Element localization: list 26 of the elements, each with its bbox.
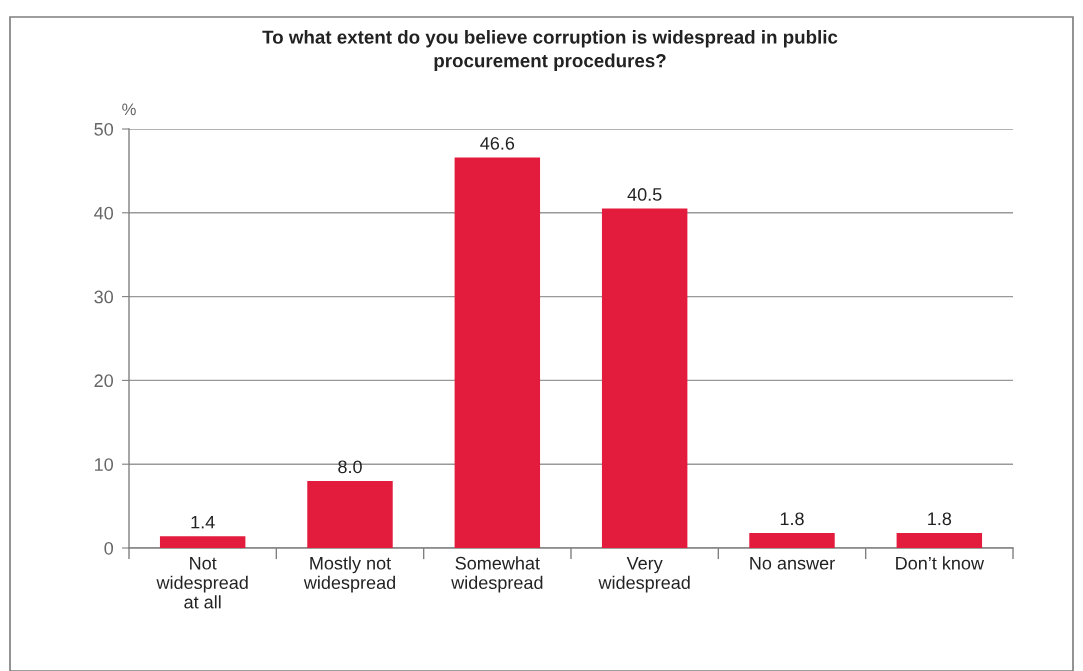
x-tick-label: Not widespread at all (156, 557, 248, 609)
y-tick-label: 50 (94, 122, 114, 136)
x-tick-label: Mostly not widespread (303, 556, 396, 593)
chart-title: To what extent do you believe corruption is widespread in public procurement procedures? (262, 30, 838, 72)
x-tick-label: Don’t know (896, 556, 985, 570)
y-tick-label: 20 (94, 374, 114, 388)
y-tick-label: 10 (95, 458, 114, 471)
bar (896, 532, 983, 548)
y-tick-label: 40 (94, 206, 114, 220)
x-tick-label: Somewhat widespread (451, 556, 543, 593)
bar (307, 480, 393, 548)
y-tick-label: 0 (104, 541, 114, 555)
bar (749, 532, 835, 548)
y-axis-title: % (122, 103, 136, 116)
data-label: 40.5 (627, 188, 662, 201)
data-label: 1.8 (780, 512, 804, 526)
bar (454, 157, 541, 548)
bar (159, 536, 246, 548)
bar (601, 208, 688, 548)
data-label: 46.6 (480, 136, 515, 150)
data-label: 1.8 (928, 512, 952, 526)
x-tick-label: Very widespread (598, 557, 690, 593)
data-label: 8.0 (338, 460, 362, 474)
y-tick-label: 30 (94, 290, 114, 304)
x-tick-label: No answer (750, 557, 835, 570)
data-label: 1.4 (191, 515, 215, 529)
